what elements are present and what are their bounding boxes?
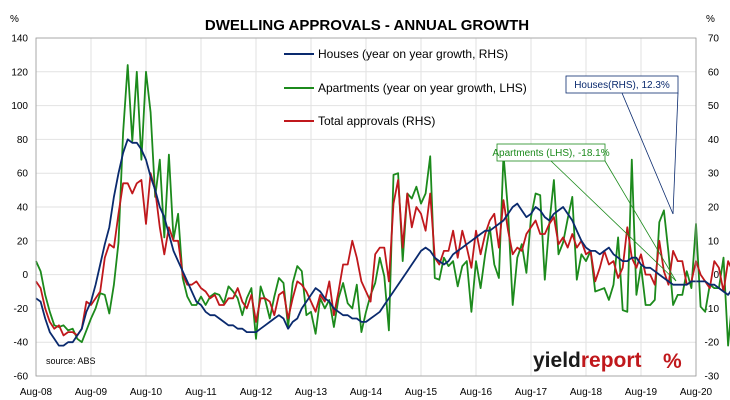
left-tick-label: 140 [11,34,28,45]
callout-apartments-leader [550,160,677,282]
x-tick-label: Aug-08 [20,387,53,398]
left-tick-label: 100 [11,101,28,112]
logo-word-report: report [581,349,642,372]
legend-label-total: Total approvals (RHS) [318,114,435,128]
left-tick-label: 60 [17,169,29,180]
x-tick-label: Aug-17 [515,387,548,398]
callout-apartments-leader-2 [604,160,677,282]
left-axis-ticks: 140 120 100 80 60 40 20 0 -20 -40 -60 [11,34,28,383]
left-tick-label: -20 [14,304,29,315]
left-tick-label: 0 [22,270,28,281]
right-tick-label: 60 [708,67,720,78]
right-tick-label: 10 [708,236,720,247]
series-lines [35,64,730,347]
left-tick-label: -60 [14,372,29,383]
right-tick-label: -30 [705,372,720,383]
x-tick-label: Aug-11 [185,387,217,398]
right-tick-label: -20 [705,338,720,349]
right-tick-label: 30 [708,169,720,180]
right-tick-label: -10 [705,304,720,315]
svg-text:yieldreport: yieldreport [533,349,642,372]
series-line-houses [35,138,730,347]
left-axis-unit: % [10,14,19,25]
right-tick-label: 50 [708,101,720,112]
left-tick-label: 20 [17,236,29,247]
x-tick-label: Aug-20 [680,387,713,398]
logo-percent-icon: % [663,350,682,373]
right-axis-ticks: 70 60 50 40 30 20 10 0 -10 -20 -30 [705,34,720,383]
legend-label-apartments: Apartments (year on year growth, LHS) [318,81,527,95]
logo-word-yield: yield [533,349,581,372]
callout-apartments-label: Apartments (LHS), -18.1% [492,148,609,159]
left-tick-label: 80 [17,135,29,146]
x-tick-label: Aug-10 [130,387,163,398]
plot-area-border [35,37,697,377]
legend-label-houses: Houses (year on year growth, RHS) [318,47,508,61]
yieldreport-logo: yieldreport % [533,349,682,373]
callout-houses: Houses(RHS), 12.3% [565,75,679,215]
x-tick-label: Aug-19 [625,387,658,398]
right-tick-label: 70 [708,34,720,45]
chart-title: DWELLING APPROVALS - ANNUAL GROWTH [205,17,529,34]
x-tick-label: Aug-15 [405,387,438,398]
series-line-apartments [35,64,730,347]
left-tick-label: 40 [17,203,29,214]
x-tick-label: Aug-16 [460,387,493,398]
legend: Houses (year on year growth, RHS) Apartm… [284,47,527,128]
series-line-total [35,172,730,337]
right-tick-label: 20 [708,203,720,214]
x-tick-label: Aug-12 [240,387,273,398]
callout-houses-leader [621,92,674,215]
x-tick-label: Aug-18 [570,387,603,398]
left-tick-label: 120 [11,67,28,78]
x-tick-label: Aug-13 [295,387,328,398]
x-tick-label: Aug-09 [75,387,108,398]
callout-apartments: Apartments (LHS), -18.1% [492,143,677,282]
callout-houses-leader-2 [672,92,679,215]
right-tick-label: 0 [713,270,719,281]
right-tick-label: 40 [708,135,720,146]
x-axis-ticks: Aug-08 Aug-09 Aug-10 Aug-11 Aug-12 Aug-13 Aug-… [20,387,713,398]
x-tick-label: Aug-14 [350,387,383,398]
right-axis-unit: % [706,14,715,25]
left-tick-label: -40 [14,338,29,349]
source-note: source: ABS [46,356,96,366]
callout-houses-label: Houses(RHS), 12.3% [574,80,670,91]
